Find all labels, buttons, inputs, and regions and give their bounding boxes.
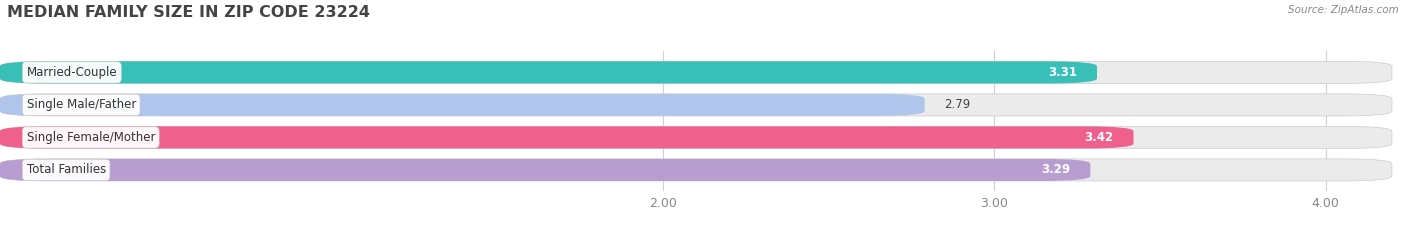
Text: 3.29: 3.29 [1042,163,1070,176]
FancyBboxPatch shape [0,61,1097,83]
FancyBboxPatch shape [0,94,1392,116]
FancyBboxPatch shape [0,159,1392,181]
Text: 3.31: 3.31 [1047,66,1077,79]
Text: 3.42: 3.42 [1084,131,1114,144]
Text: Source: ZipAtlas.com: Source: ZipAtlas.com [1288,5,1399,15]
FancyBboxPatch shape [0,126,1392,148]
Text: Single Male/Father: Single Male/Father [27,98,136,111]
FancyBboxPatch shape [0,61,1392,83]
FancyBboxPatch shape [0,159,1091,181]
Text: Single Female/Mother: Single Female/Mother [27,131,155,144]
Text: Married-Couple: Married-Couple [27,66,117,79]
Text: MEDIAN FAMILY SIZE IN ZIP CODE 23224: MEDIAN FAMILY SIZE IN ZIP CODE 23224 [7,5,370,20]
FancyBboxPatch shape [0,126,1133,148]
FancyBboxPatch shape [0,94,925,116]
Text: 2.79: 2.79 [945,98,970,111]
Text: Total Families: Total Families [27,163,105,176]
